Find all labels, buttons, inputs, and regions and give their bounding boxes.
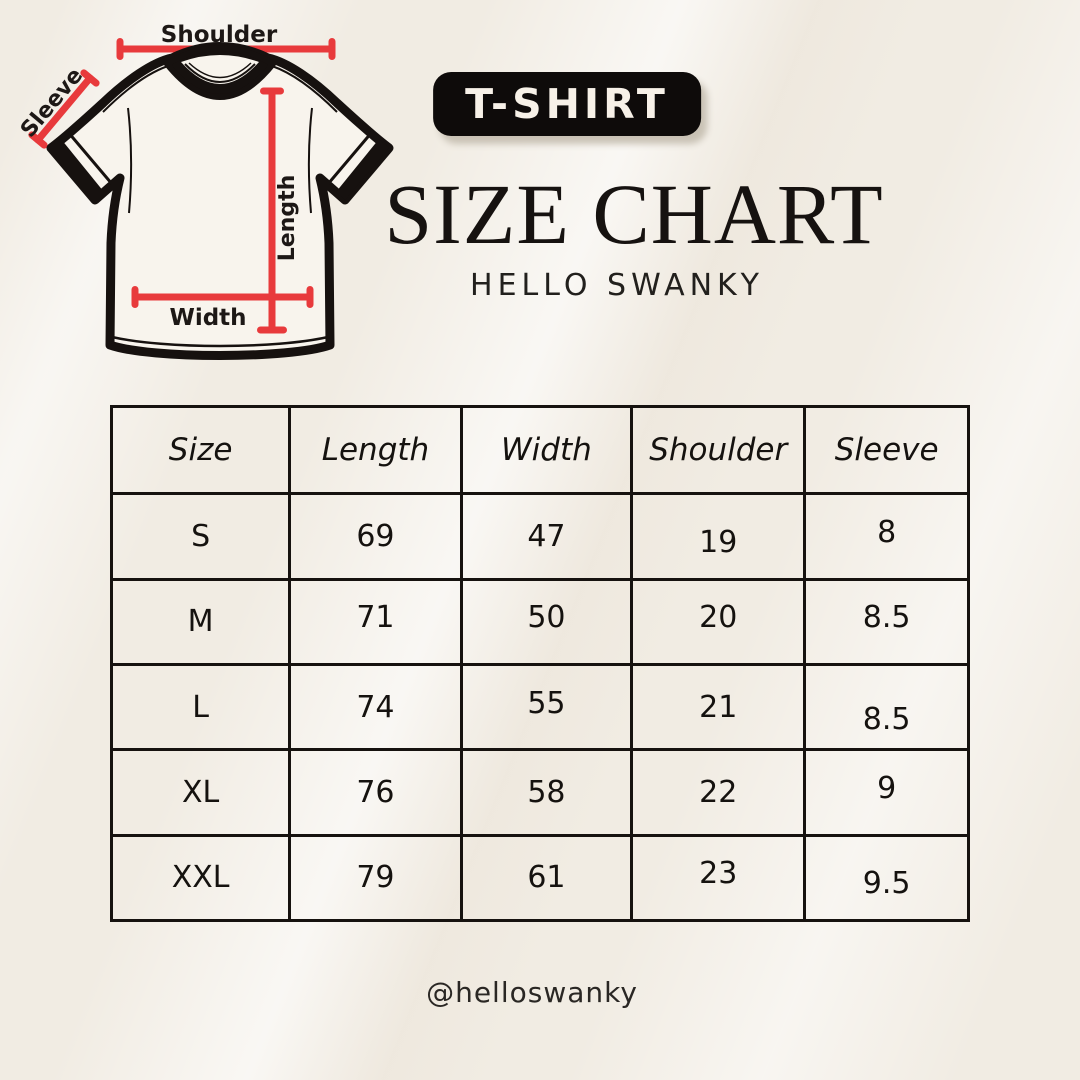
sleeve-measure-line [28,69,100,149]
width-measure-line [131,286,314,308]
cell-shoulder: 19 [630,492,807,581]
cell-sleeve: 8.5 [803,577,970,667]
header-cell-length: Length [288,404,463,496]
length-label: Length [275,175,300,262]
cell-size: L [109,663,292,752]
cell-width: 55 [459,663,634,752]
header-cell-width: Width [459,404,634,496]
cell-length: 74 [288,663,463,752]
cell-width: 61 [459,833,634,923]
cell-width: 58 [459,748,634,837]
cell-size: XXL [109,833,292,923]
cell-sleeve: 8.5 [803,663,970,752]
cell-length: 69 [288,492,463,581]
cell-sleeve: 9.5 [803,833,970,923]
cell-width: 47 [459,492,634,581]
header-cell-sleeve: Sleeve [803,404,970,496]
cell-sleeve: 9 [803,748,970,837]
tshirt-badge: T-SHIRT [433,72,701,136]
social-handle: @helloswanky [426,976,638,1009]
cell-shoulder: 22 [630,748,807,837]
header-cell-shoulder: Shoulder [630,404,807,496]
left-cuff [51,139,104,200]
header-cell-size: Size [109,404,292,496]
brand-subtitle: HELLO SWANKY [470,268,764,303]
length-measure-line [257,87,287,334]
table-row-s: S 69 47 19 8 [109,492,970,581]
cell-size: XL [109,748,292,837]
cell-size: S [109,492,292,581]
cell-sleeve: 8 [803,492,970,581]
tshirt-illustration: Shoulder Sleeve Length Width [16,22,394,360]
cell-width: 50 [459,577,634,667]
table-header-row: Size Length Width Shoulder Sleeve [109,404,970,496]
table-row-m: M 71 50 20 8.5 [109,577,970,667]
cell-shoulder: 21 [630,663,807,752]
shoulder-label: Shoulder [161,22,278,48]
table-row-l: L 74 55 21 8.5 [109,663,970,752]
cell-shoulder: 23 [630,833,807,923]
size-table: Size Length Width Shoulder Sleeve S 69 4… [109,404,970,923]
table-row-xl: XL 76 58 22 9 [109,748,970,837]
tshirt-body [46,42,394,360]
cell-size: M [109,577,292,667]
width-label: Width [169,305,246,331]
right-cuff [336,139,389,200]
cell-length: 79 [288,833,463,923]
cell-shoulder: 20 [630,577,807,667]
cell-length: 71 [288,577,463,667]
page-title: SIZE CHART [384,166,884,262]
cell-length: 76 [288,748,463,837]
table-row-xxl: XXL 79 61 23 9.5 [109,833,970,923]
